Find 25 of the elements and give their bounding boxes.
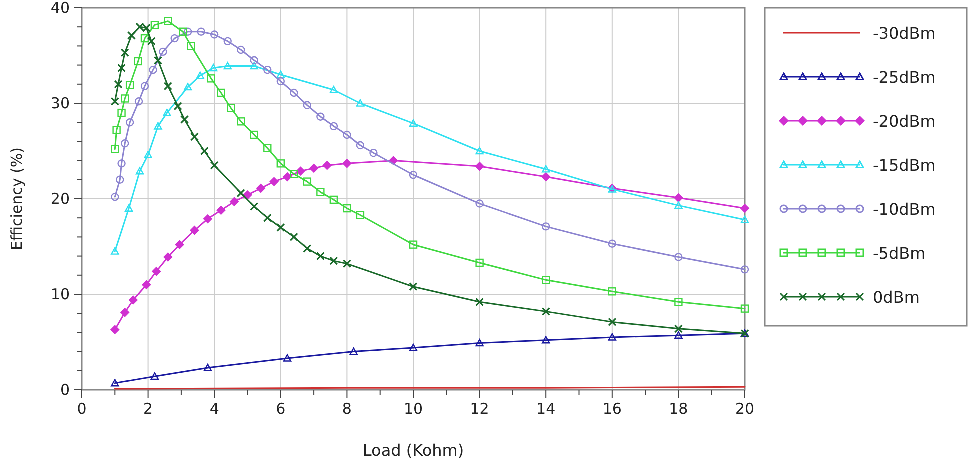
x-tick-label: 18	[669, 400, 688, 418]
legend-label: -30dBm	[873, 24, 936, 43]
x-tick-label: 0	[77, 400, 87, 418]
y-tick-label: 10	[50, 286, 70, 304]
legend-label: -25dBm	[873, 68, 936, 87]
legend-label: -10dBm	[873, 200, 936, 219]
x-tick-label: 6	[276, 400, 286, 418]
legend-label: -20dBm	[873, 112, 936, 131]
x-tick-label: 4	[210, 400, 220, 418]
x-tick-label: 12	[470, 400, 490, 418]
x-tick-label: 14	[536, 400, 556, 418]
y-tick-label: 20	[50, 190, 70, 208]
x-tick-label: 20	[735, 400, 755, 418]
x-tick-label: 8	[342, 400, 352, 418]
y-axis-title: Efficiency (%)	[8, 148, 26, 250]
x-tick-label: 10	[404, 400, 424, 418]
legend-label: 0dBm	[873, 288, 920, 307]
legend-label: -5dBm	[873, 244, 926, 263]
y-tick-label: 30	[50, 94, 70, 112]
legend-label: -15dBm	[873, 156, 936, 175]
x-tick-label: 16	[602, 400, 622, 418]
x-axis-title: Load (Kohm)	[362, 441, 464, 460]
y-tick-label: 40	[50, 0, 70, 17]
y-tick-label: 0	[60, 381, 70, 399]
x-tick-label: 2	[144, 400, 154, 418]
